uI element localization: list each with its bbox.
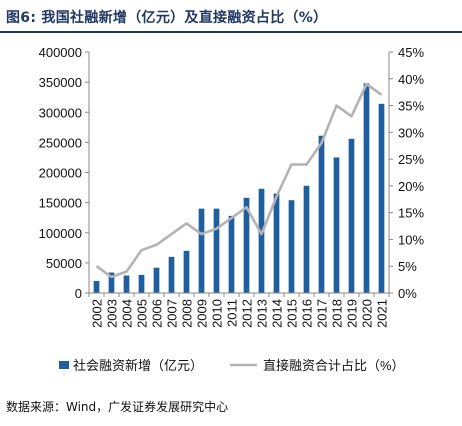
legend-line-label: 直接融资合计占比（%） [263, 358, 405, 373]
x-tick-label: 2009 [195, 299, 210, 328]
bar [363, 83, 370, 293]
title-divider [0, 31, 462, 33]
x-tick-label: 2008 [180, 299, 195, 328]
x-tick-label: 2006 [150, 299, 165, 328]
ratio-line [95, 82, 383, 279]
right-axis: 0% 5% 10% 15% 20% 25% 30% 35% 40% 45% [388, 45, 424, 301]
left-tick-label: 150000 [39, 196, 82, 211]
right-tick-label: 30% [398, 125, 424, 140]
right-tick-label: 20% [398, 179, 424, 194]
source-note: 数据来源：Wind，广发证券发展研究中心 [6, 400, 229, 414]
bar [93, 280, 100, 293]
bar [378, 103, 385, 293]
chart-svg: 0 50000 100000 150000 200000 250000 300000 3500… [39, 45, 425, 373]
bar [168, 256, 175, 293]
x-tick-label: 2021 [375, 299, 390, 328]
left-tick-label: 0 [75, 286, 82, 301]
bar [123, 275, 130, 293]
x-tick-label: 2017 [315, 299, 330, 328]
left-axis: 0 50000 100000 150000 200000 250000 300000 3500… [39, 45, 90, 301]
left-tick-label: 400000 [39, 45, 82, 60]
bar [318, 135, 325, 293]
left-tick-label: 250000 [39, 135, 82, 150]
x-tick-label: 2018 [330, 299, 345, 328]
right-tick-label: 40% [398, 72, 424, 87]
bar [198, 208, 205, 293]
bar [303, 185, 310, 293]
bar [333, 157, 340, 293]
bar [228, 215, 235, 293]
x-tick-label: 2015 [285, 299, 300, 328]
x-tick-label: 2019 [345, 299, 360, 328]
x-tick-label: 2013 [255, 299, 270, 328]
x-tick-label: 2020 [360, 299, 375, 328]
bar-series [93, 83, 385, 293]
right-tick-label: 15% [398, 206, 424, 221]
legend-bar-swatch [59, 361, 69, 369]
x-tick-label: 2014 [270, 299, 285, 328]
x-tick-label: 2012 [240, 299, 255, 328]
left-tick-label: 350000 [39, 75, 82, 90]
legend: 社会融资新增（亿元） 直接融资合计占比（%） [59, 358, 405, 373]
bar [348, 138, 355, 293]
bar [288, 200, 295, 293]
right-tick-label: 5% [398, 259, 417, 274]
left-tick-label: 200000 [39, 166, 82, 181]
x-tick-label: 2005 [135, 299, 150, 328]
bar [258, 188, 265, 293]
right-tick-label: 45% [398, 45, 424, 60]
bar [153, 267, 160, 293]
line-series [95, 82, 383, 279]
x-tick-label: 2010 [210, 299, 225, 328]
x-tick-label: 2004 [120, 299, 135, 328]
right-tick-label: 10% [398, 232, 424, 247]
bar [138, 274, 145, 293]
left-tick-label: 100000 [39, 226, 82, 241]
legend-bar-label: 社会融资新增（亿元） [73, 358, 203, 373]
left-tick-label: 300000 [39, 105, 82, 120]
bar [273, 193, 280, 293]
x-axis: 2002 2003 2004 2005 2006 2007 2008 2009 2010 2011… [88, 292, 390, 328]
right-tick-label: 0% [398, 286, 417, 301]
bar [183, 250, 190, 293]
bar [243, 197, 250, 293]
x-tick-label: 2007 [165, 299, 180, 328]
x-tick-label: 2011 [225, 299, 240, 327]
right-tick-label: 35% [398, 99, 424, 114]
right-tick-label: 25% [398, 152, 424, 167]
left-tick-label: 50000 [46, 256, 82, 271]
x-tick-label: 2002 [90, 299, 105, 328]
bar [108, 272, 115, 293]
bar [213, 208, 220, 293]
figure-title: 图6: 我国社融新增（亿元）及直接融资占比（%） [6, 10, 328, 26]
x-tick-label: 2003 [105, 299, 120, 328]
x-tick-label: 2016 [300, 299, 315, 328]
